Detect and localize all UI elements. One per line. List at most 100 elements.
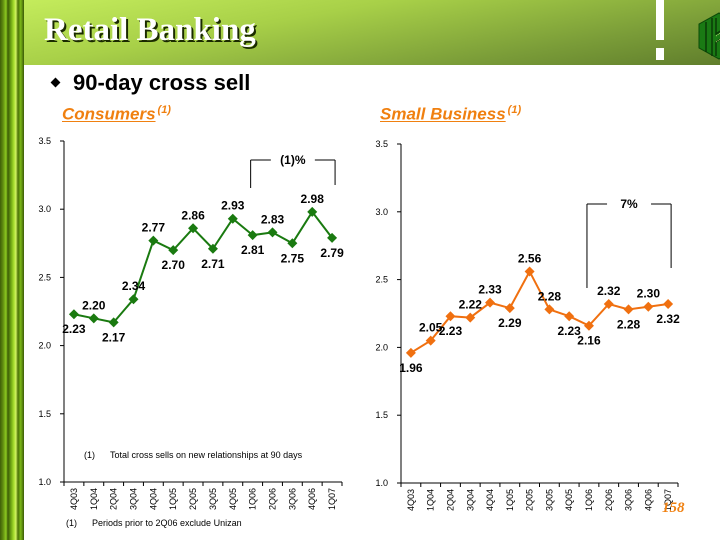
small-business-data-point (485, 297, 496, 308)
header-divider (656, 0, 664, 40)
consumers-x-tick-label: 3Q04 (129, 488, 139, 510)
small-business-data-point (643, 301, 654, 312)
consumers-y-tick-label: 1.0 (38, 477, 51, 487)
small-business-x-tick-label: 2Q04 (445, 489, 455, 511)
small-business-data-point (504, 303, 515, 314)
small-business-data-point (465, 312, 476, 323)
small-business-y-tick-label: 3.5 (375, 139, 388, 149)
page-number: 158 (662, 500, 685, 516)
bullet-text: 90-day cross sell (73, 70, 251, 95)
small-business-footnote-ref: (1) (507, 104, 522, 116)
chart-footnote: (1) Total cross sells on new relationship… (84, 450, 302, 460)
consumers-data-point (128, 294, 139, 305)
small-business-data-label: 2.05 (419, 321, 443, 335)
small-business-x-tick-label: 2Q06 (604, 489, 614, 511)
consumers-y-tick-label: 3.0 (38, 204, 51, 214)
small-business-y-tick-label: 1.0 (375, 478, 388, 488)
bullet-heading: 90-day cross sell (50, 70, 251, 96)
consumers-data-point (68, 309, 79, 320)
consumers-data-label: 2.70 (162, 258, 186, 272)
consumers-x-tick-label: 2Q05 (188, 488, 198, 510)
small-business-data-label: 2.28 (538, 289, 562, 303)
consumers-data-label: 2.20 (82, 298, 106, 312)
consumers-x-tick-label: 4Q05 (228, 488, 238, 510)
small-business-data-point (405, 347, 416, 358)
small-business-data-label: 2.32 (656, 312, 680, 326)
consumers-y-tick-label: 1.5 (38, 409, 51, 419)
consumers-data-point (168, 245, 179, 256)
small-business-x-tick-label: 3Q05 (544, 489, 554, 511)
consumers-data-label: 2.23 (62, 322, 86, 336)
slide-title: Retail Banking (44, 12, 256, 48)
consumers-data-label: 2.81 (241, 243, 265, 257)
small-business-data-point (663, 299, 674, 310)
consumers-x-tick-label: 4Q03 (69, 488, 79, 510)
consumers-data-point (247, 230, 258, 241)
chart-footnote-number: (1) (84, 450, 95, 460)
small-business-y-tick-label: 3.0 (375, 207, 388, 217)
consumers-data-label: 2.77 (142, 221, 166, 235)
consumers-data-label: 2.71 (201, 257, 225, 271)
bottom-footnote: (1) Periods prior to 2Q06 exclude Unizan (66, 518, 242, 528)
small-business-data-point (603, 299, 614, 310)
small-business-data-point (524, 266, 535, 277)
small-business-data-point (544, 304, 555, 315)
bottom-footnote-number: (1) (66, 518, 77, 528)
small-business-growth-annotation: 7% (620, 197, 638, 211)
small-business-x-tick-label: 1Q07 (663, 489, 673, 511)
small-business-y-tick-label: 1.5 (375, 410, 388, 420)
consumers-data-point (227, 213, 238, 224)
consumers-footnote-ref: (1) (157, 104, 171, 116)
consumers-data-label: 2.75 (281, 251, 305, 265)
small-business-data-point (583, 320, 594, 331)
consumers-y-tick-label: 2.0 (38, 341, 51, 351)
small-business-x-tick-label: 1Q06 (584, 489, 594, 511)
chart-footnote-text: Total cross sells on new relationships a… (110, 450, 303, 460)
small-business-data-point (425, 335, 436, 346)
small-business-data-label: 2.30 (637, 287, 661, 301)
small-business-data-label: 1.96 (399, 361, 423, 375)
consumers-x-tick-label: 4Q06 (307, 488, 317, 510)
consumers-data-point (88, 313, 99, 324)
consumers-data-point (287, 238, 298, 249)
small-business-data-label: 2.29 (498, 316, 522, 330)
consumers-data-label: 2.34 (122, 279, 146, 293)
slide-header: Retail Banking (24, 0, 720, 65)
consumers-section-title: Consumers (1) (62, 104, 171, 125)
small-business-data-point (445, 311, 456, 322)
consumers-x-tick-label: 1Q04 (89, 488, 99, 510)
small-business-section-title: Small Business (1) (380, 104, 521, 125)
consumers-data-label: 2.83 (261, 212, 285, 226)
consumers-data-point (267, 227, 278, 238)
small-business-x-tick-label: 4Q03 (406, 489, 416, 511)
consumers-data-label: 2.93 (221, 199, 245, 213)
consumers-x-tick-label: 3Q05 (208, 488, 218, 510)
consumers-x-tick-label: 1Q07 (327, 488, 337, 510)
consumers-data-point (108, 317, 119, 328)
consumers-y-tick-label: 3.5 (38, 136, 51, 146)
consumers-data-point (327, 232, 338, 243)
small-business-data-point (623, 304, 634, 315)
small-business-data-label: 2.56 (518, 251, 542, 265)
small-business-data-label: 2.32 (597, 284, 621, 298)
small-business-x-tick-label: 4Q05 (564, 489, 574, 511)
small-business-x-tick-label: 4Q04 (485, 489, 495, 511)
consumers-x-tick-label: 1Q05 (168, 488, 178, 510)
small-business-data-label: 2.23 (439, 324, 463, 338)
consumers-y-tick-label: 2.5 (38, 272, 51, 282)
consumers-series-line (73, 210, 333, 324)
small-business-x-tick-label: 4Q06 (643, 489, 653, 511)
consumers-data-label: 2.79 (320, 246, 344, 260)
consumers-x-tick-label: 1Q06 (248, 488, 258, 510)
consumers-x-tick-label: 4Q04 (148, 488, 158, 510)
bottom-footnote-text: Periods prior to 2Q06 exclude Unizan (92, 518, 242, 528)
small-business-x-tick-label: 3Q06 (624, 489, 634, 511)
consumers-x-tick-label: 3Q06 (287, 488, 297, 510)
consumers-data-label: 2.86 (181, 208, 205, 222)
small-business-y-tick-label: 2.5 (375, 275, 388, 285)
small-business-x-tick-label: 1Q04 (426, 489, 436, 511)
small-business-data-label: 2.33 (478, 283, 502, 297)
consumers-data-label: 2.98 (301, 192, 325, 206)
consumers-data-point (207, 243, 218, 254)
small-business-data-label: 2.16 (577, 334, 601, 348)
